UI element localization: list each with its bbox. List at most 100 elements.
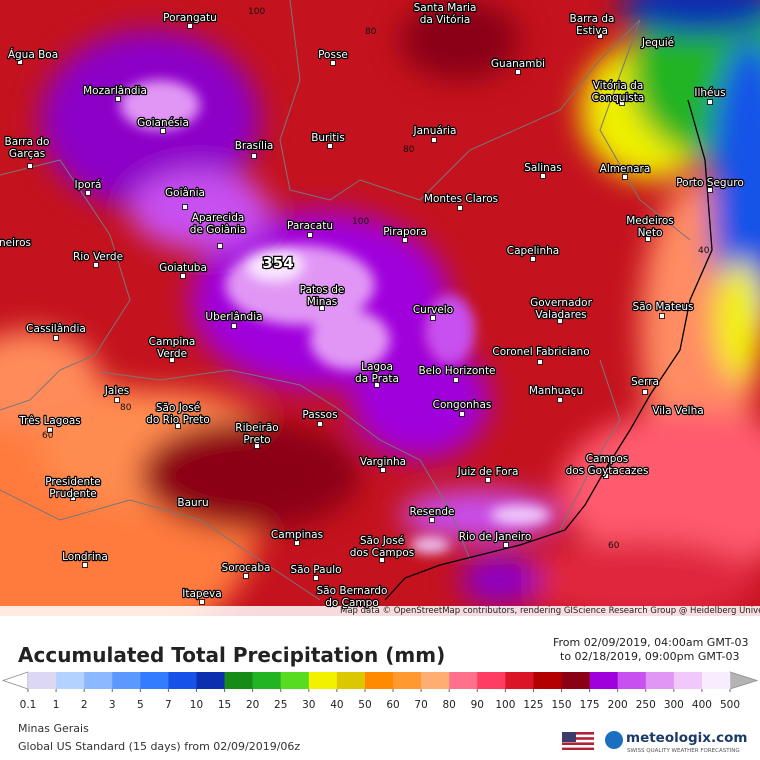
city-label: Vila Velha [652,405,703,417]
city-marker [485,477,491,483]
legend-swatch [308,672,338,689]
attribution: Map data © OpenStreetMap contributors, r… [340,606,760,616]
legend-swatch [393,672,422,689]
city-label: Porangatu [163,12,217,24]
legend-swatch [224,672,253,689]
city-marker [402,237,408,243]
legend-swatch [280,672,310,689]
city-marker [557,397,563,403]
city-marker [379,557,385,563]
city-label: São José [360,535,404,547]
legend-swatch [28,672,57,689]
city-marker [254,443,260,449]
city-label: Vitória da [593,80,644,92]
city-marker [459,411,465,417]
city-marker [327,143,333,149]
legend-tick-label: 20 [246,699,259,711]
legend-tick-label: 70 [414,699,427,711]
city-label: São Bernardo [317,585,388,597]
city-label: Pirapora [383,226,427,238]
contour-label: 60 [42,431,54,441]
legend-tick-label: 25 [274,699,287,711]
city-marker [619,100,625,106]
city-marker [537,359,543,365]
legend-tick-label: 400 [692,699,712,711]
legend-tick-label: 100 [495,699,515,711]
city-marker [217,243,223,249]
legend-swatch [645,672,675,689]
city-marker [231,323,237,329]
city-label: Bauru [177,497,208,509]
legend-swatch [336,672,366,689]
city-label: Lagoa [361,361,393,373]
city-label: Jales [104,385,129,397]
city-label: Garças [9,148,45,160]
contour-labels: 100 80 80 100 60 40 60 80 [42,7,710,551]
city-label: Montes Claros [424,193,498,205]
city-marker [657,405,663,411]
legend-swatch [477,672,506,689]
legend-tick-label: 150 [551,699,571,711]
legend-tick-label: 2 [81,699,88,711]
city-label: do Campo [325,597,379,609]
city-label: Goiânia [165,187,205,199]
contour-label: 60 [608,541,620,551]
city-label: Preto [243,434,270,446]
city-marker [53,335,59,341]
contour-label: 80 [403,145,415,155]
city-marker [330,60,336,66]
legend-tick-label: 60 [386,699,399,711]
city-marker [85,190,91,196]
contour-label: 100 [248,7,265,17]
city-label: Minas [307,296,338,308]
legend-tick-label: 5 [137,699,144,711]
city-label: Januária [413,125,457,137]
city-label: Conquista [592,92,645,104]
city-label: Presidente [45,476,100,488]
city-label: Água Boa [8,48,58,61]
color-legend: 0.1 1 2 3 5 7 10 15 20 25 30 40 50 60 70 80 90 100 125 150 1… [1,671,759,711]
us-flag [562,732,594,750]
city-marker [429,517,435,523]
city-label: Neto [638,227,663,239]
city-marker [430,315,436,321]
city-label: Itapeva [182,588,221,600]
city-label: Rio Verde [73,251,123,263]
city-marker [114,397,120,403]
city-marker [431,137,437,143]
legend-tick-label: 500 [720,699,740,711]
city-marker [93,262,99,268]
city-marker [380,467,386,473]
legend-tick-label: 250 [636,699,656,711]
city-marker [597,33,603,39]
city-label: Salinas [524,162,562,174]
legend-swatch [84,672,113,689]
city-marker [243,573,249,579]
city-label: Juiz de Fora [457,466,519,478]
city-label: Buritis [311,132,345,144]
city-label: Aparecida [192,212,245,224]
precipitation-map: Map data © OpenStreetMap contributors, r… [0,0,760,616]
city-label: Belo Horizonte [418,365,495,377]
city-marker [603,473,609,479]
legend-tick-label: 300 [664,699,684,711]
city-label: Londrina [62,551,108,563]
coastline [384,99,713,601]
city-marker [374,382,380,388]
legend-tick-label: 15 [218,699,231,711]
legend-tick-label: 10 [190,699,203,711]
city-label: Resende [410,506,455,518]
legend-swatch [252,672,282,689]
city-marker [313,575,319,581]
city-label: Campos [586,453,629,465]
city-label: Barra da [570,13,615,25]
city-marker [70,495,76,501]
period-from: From 02/09/2019, 04:00am GMT-03 [553,636,749,649]
city-label: Coronel Fabriciano [492,346,589,358]
city-marker [175,423,181,429]
city-label: Goianésia [137,117,189,129]
max-value: 354 [262,254,293,272]
legend-swatch [196,672,225,689]
